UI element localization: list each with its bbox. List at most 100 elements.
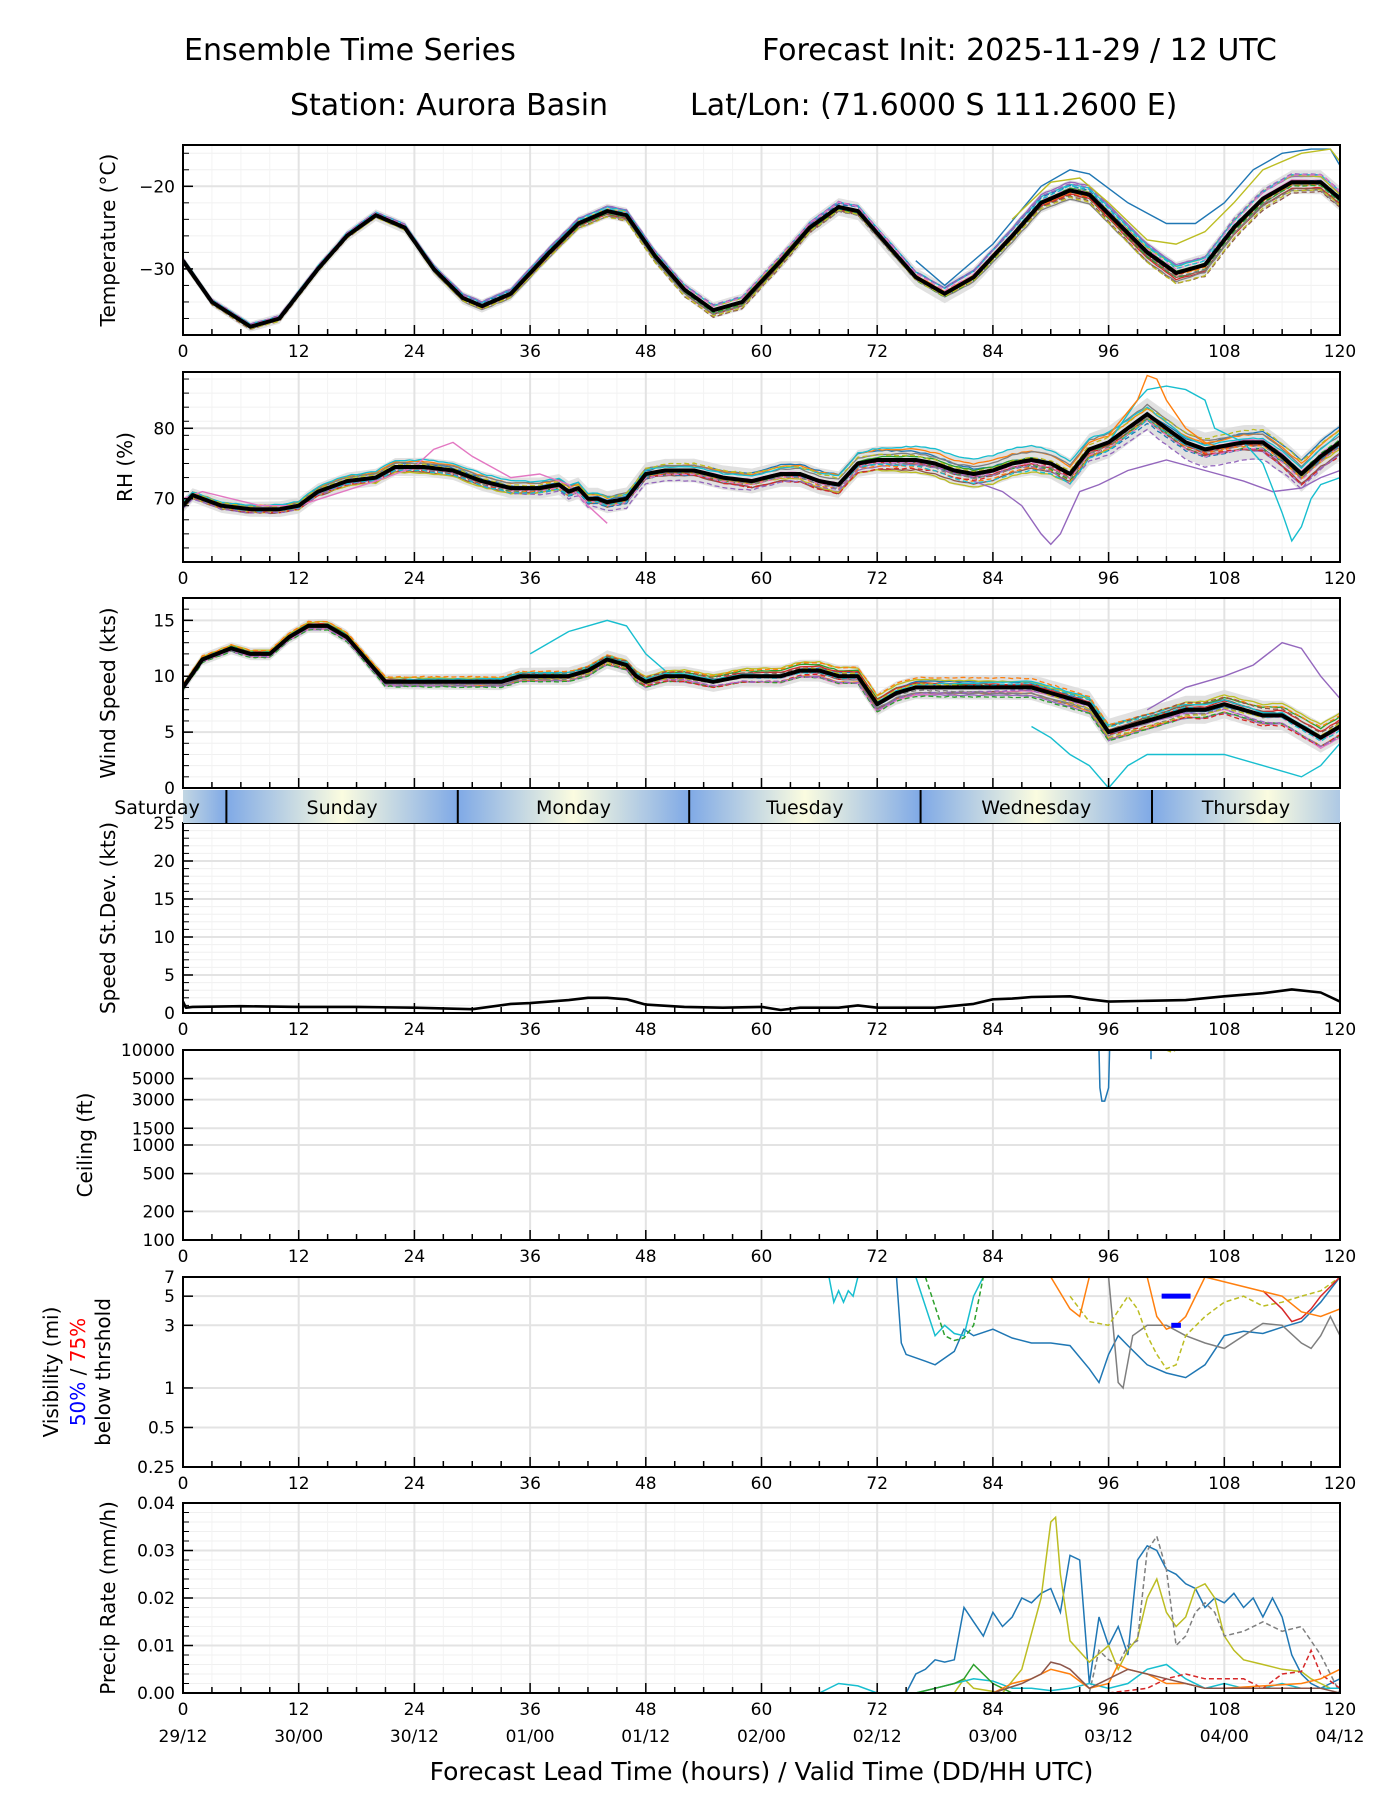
y-tick-label: 0.03: [137, 1542, 175, 1562]
ensemble-mean-line: [183, 180, 1340, 329]
valid-time-label: 02/00: [737, 1727, 786, 1747]
x-tick-label: 108: [1208, 1020, 1240, 1040]
x-tick-label: 48: [635, 1474, 657, 1494]
ensemble-member-line: [877, 1544, 1340, 1693]
x-tick-label: 0: [178, 1247, 189, 1267]
ensemble-member-line: [1146, 641, 1340, 711]
x-tick-label: 84: [982, 1247, 1004, 1267]
ensemble-member-line: [915, 1277, 984, 1338]
ensemble-member-line: [183, 624, 1340, 739]
x-tick-label: 24: [404, 1700, 426, 1720]
ensemble-member-line: [183, 620, 1340, 728]
y-axis-label: Visibility (mi): [39, 1307, 63, 1438]
x-tick-label: 120: [1324, 1020, 1356, 1040]
y-tick-label: 0.5: [148, 1418, 175, 1438]
y-tick-label: 1000: [132, 1136, 175, 1156]
ensemble-member-line: [183, 418, 1340, 513]
y-tick-label: 15: [153, 890, 175, 910]
ensemble-member-line: [924, 1277, 985, 1342]
ensemble-member-line: [915, 148, 1340, 287]
x-tick-label: 24: [404, 1020, 426, 1040]
x-tick-label: 48: [635, 1247, 657, 1267]
ensemble-member-line: [1262, 1277, 1340, 1323]
x-tick-label: 48: [635, 1020, 657, 1040]
x-tick-label: 36: [519, 1474, 541, 1494]
x-tick-label: 120: [1324, 569, 1356, 589]
valid-time-label: 03/12: [1084, 1727, 1133, 1747]
x-tick-label: 72: [866, 1474, 888, 1494]
y-tick-label: 25: [153, 814, 175, 834]
x-tick-label: 60: [751, 1474, 773, 1494]
x-tick-label: 12: [288, 1474, 310, 1494]
ensemble-member-line: [992, 1661, 1340, 1693]
ensemble-mean-line: [183, 412, 1340, 512]
y-axis-label: Precip Rate (mm/h): [96, 1501, 120, 1695]
y-tick-label: 0.00: [137, 1684, 175, 1704]
ensemble-member-line: [183, 407, 1340, 507]
y-axis-label: Speed St.Dev. (kts): [96, 822, 120, 1014]
y-tick-label: 10: [153, 928, 175, 948]
y-tick-label: 0.04: [137, 1494, 175, 1514]
ensemble-member-line: [183, 441, 608, 524]
day-label: Wednesday: [981, 797, 1091, 819]
label-sep: /: [66, 1362, 90, 1381]
plot-area: [183, 374, 1340, 546]
x-tick-label: 120: [1324, 1700, 1356, 1720]
station-name: Station: Aurora Basin: [290, 88, 609, 123]
panel-ceiling: 0 12 24 36 48 60 72 84 96 108 120 100 200 500 10001500…: [73, 1041, 1356, 1267]
ensemble-member-line: [183, 406, 1340, 507]
valid-time-label: 04/12: [1316, 1727, 1365, 1747]
panel-precip_rate: 0 12 24 36 48 60 72 84 96 108 120 0.00 0.01 0.02 0.03 0…: [96, 1494, 1356, 1720]
day-label: Thursday: [1201, 797, 1290, 819]
y-axis-label: Wind Speed (kts): [96, 607, 120, 778]
day-label: Sunday: [307, 797, 378, 819]
x-tick-label: 36: [519, 569, 541, 589]
y-tick-label: 1: [164, 1379, 175, 1399]
x-tick-label: 96: [1098, 1474, 1120, 1494]
x-tick-label: 24: [404, 1247, 426, 1267]
valid-time-label: 01/12: [621, 1727, 670, 1747]
x-tick-label: 120: [1324, 1247, 1356, 1267]
x-tick-label: 84: [982, 1020, 1004, 1040]
y-tick-label: 10000: [121, 1041, 175, 1061]
valid-time-label: 30/00: [274, 1727, 323, 1747]
y-tick-label: 0.01: [137, 1637, 175, 1657]
x-tick-label: 12: [288, 1247, 310, 1267]
x-tick-label: 12: [288, 569, 310, 589]
ensemble-mean-line: [183, 988, 1340, 1012]
day-segment: [1151, 790, 1340, 823]
x-tick-label: 108: [1208, 1247, 1240, 1267]
y-tick-label: 1500: [132, 1119, 175, 1139]
x-tick-label: 96: [1098, 1700, 1120, 1720]
x-tick-label: 84: [982, 1700, 1004, 1720]
x-tick-label: 48: [635, 569, 657, 589]
y-tick-label: −30: [139, 260, 175, 280]
x-tick-label: 72: [866, 342, 888, 362]
day-label: Tuesday: [765, 797, 843, 819]
plot-area: [183, 148, 1340, 332]
x-tick-label: 24: [404, 1474, 426, 1494]
panel-wind_speed: 0 5 10 15 Wind Speed (kts): [96, 597, 1341, 799]
x-tick-label: 72: [866, 1020, 888, 1040]
x-tick-label: 84: [982, 569, 1004, 589]
x-tick-label: 48: [635, 1700, 657, 1720]
x-tick-label: 72: [866, 1700, 888, 1720]
x-tick-label: 0: [178, 1700, 189, 1720]
y-tick-label: 7: [164, 1268, 175, 1288]
x-tick-label: 12: [288, 342, 310, 362]
y-tick-label: 10: [153, 667, 175, 687]
y-tick-label: 5: [164, 966, 175, 986]
label-50pct: 50%: [66, 1382, 90, 1426]
valid-time-label: 03/00: [968, 1727, 1017, 1747]
x-tick-label: 60: [751, 569, 773, 589]
y-tick-label: 5: [164, 723, 175, 743]
x-tick-label: 48: [635, 342, 657, 362]
ensemble-member-line: [183, 428, 1340, 514]
x-tick-label: 108: [1208, 569, 1240, 589]
ensemble-member-line: [183, 422, 1340, 513]
x-tick-label: 0: [178, 342, 189, 362]
x-tick-label: 36: [519, 1247, 541, 1267]
day-of-week-bar: Saturday Sunday Monday Tuesday Wednesday Thur…: [114, 790, 1340, 823]
ensemble-member-line: [1031, 725, 1340, 788]
